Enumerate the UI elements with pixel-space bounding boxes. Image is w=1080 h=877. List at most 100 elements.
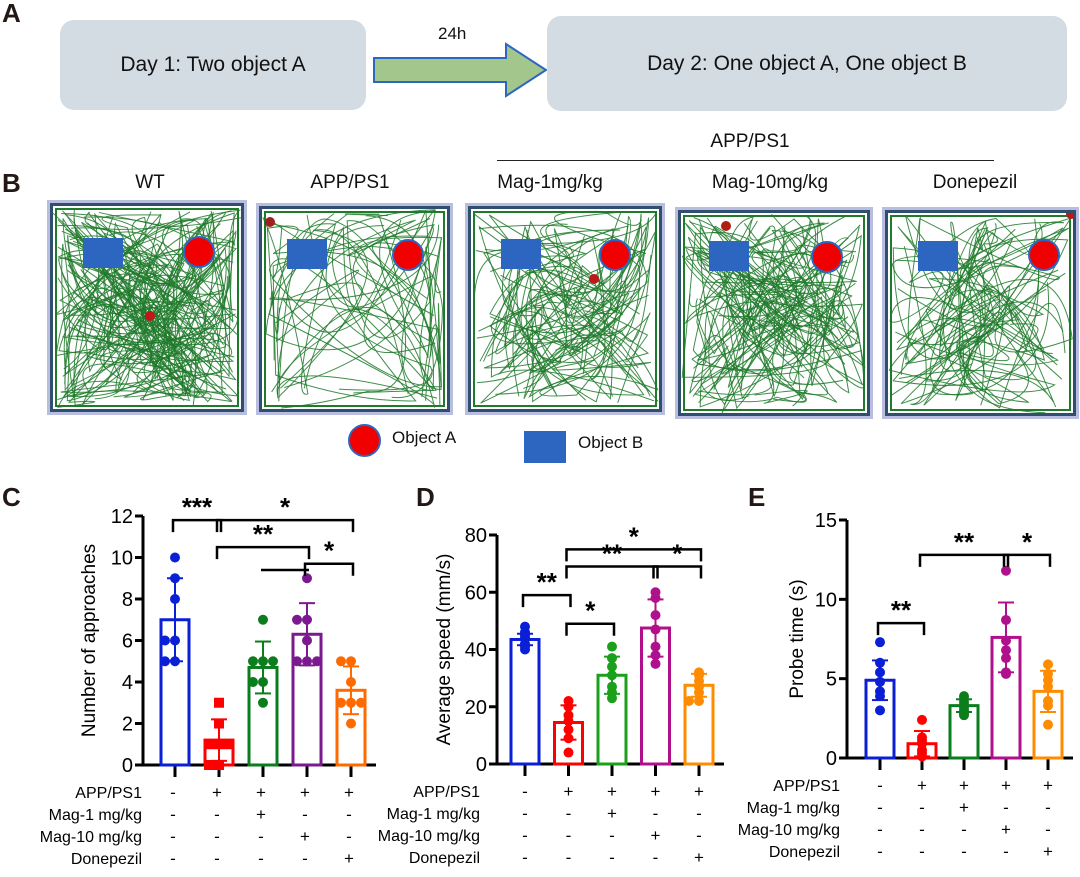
track-path <box>898 221 1055 403</box>
data-point-C-0 <box>170 656 180 667</box>
data-point-E-3 <box>1001 565 1011 576</box>
data-point-E-1 <box>917 714 927 725</box>
condition-label-C: APP/PS1 <box>75 785 142 802</box>
track-perimeter <box>264 211 445 407</box>
track-path <box>62 218 232 374</box>
panel-label-e: E <box>748 482 766 512</box>
data-point-D-3 <box>650 658 661 669</box>
day2-box: Day 2: One object A, One object B <box>547 16 1067 111</box>
data-point-E-0 <box>875 705 885 716</box>
track-path <box>900 246 1047 405</box>
track-path <box>262 217 336 395</box>
arena-mag10 <box>678 210 870 416</box>
data-point-C-0 <box>170 594 180 604</box>
significance-label-C: ** <box>253 519 274 549</box>
condition-value-D: - <box>566 826 572 845</box>
significance-label-D: * <box>585 596 596 626</box>
data-point-C-3 <box>302 635 312 646</box>
condition-value-C: - <box>214 849 220 868</box>
mouse-position-marker <box>265 217 275 227</box>
data-point-D-3 <box>650 650 661 661</box>
data-point-C-3 <box>302 614 312 625</box>
data-point-C-1 <box>204 760 214 770</box>
data-point-C-2 <box>258 677 268 687</box>
data-point-E-2 <box>959 710 969 721</box>
significance-label-E: ** <box>954 527 975 557</box>
condition-value-E: - <box>961 820 967 839</box>
condition-value-E: + <box>1001 776 1011 795</box>
data-point-C-1 <box>224 739 234 750</box>
data-point-C-2 <box>248 656 258 667</box>
condition-value-D: - <box>653 848 659 867</box>
condition-value-E: - <box>877 776 883 795</box>
data-point-C-1 <box>204 739 214 750</box>
day2-text: Day 2: One object A, One object B <box>647 51 967 75</box>
track-path <box>685 249 863 347</box>
track-path <box>903 227 983 405</box>
data-point-D-3 <box>650 592 661 603</box>
condition-value-C: + <box>300 783 310 802</box>
condition-value-E: - <box>919 798 925 817</box>
y-axis-label-E: Probe time (s) <box>787 579 808 698</box>
object-b-icon <box>918 241 958 271</box>
track-path <box>695 252 828 371</box>
condition-value-D: - <box>522 804 528 823</box>
condition-value-E: + <box>1043 776 1053 795</box>
data-point-C-4 <box>346 677 356 687</box>
y-tick-label-C: 0 <box>122 755 133 777</box>
significance-label-D: * <box>629 521 640 551</box>
data-point-C-0 <box>170 635 180 646</box>
data-point-C-4 <box>356 697 366 708</box>
data-point-D-1 <box>563 701 574 712</box>
y-tick-label-E: 10 <box>815 589 837 611</box>
track-perimeter <box>55 208 239 407</box>
condition-label-E: Mag-10 mg/kg <box>738 822 840 839</box>
condition-label-E: APP/PS1 <box>773 778 840 795</box>
condition-value-C: - <box>170 783 176 802</box>
data-point-C-3 <box>302 656 312 667</box>
track-path <box>68 216 232 330</box>
object-b-icon <box>287 239 327 269</box>
significance-bracket-C <box>171 518 223 533</box>
condition-value-C: - <box>346 805 352 824</box>
condition-value-C: - <box>346 827 352 846</box>
track-paths <box>888 214 1073 413</box>
condition-value-D: - <box>566 804 572 823</box>
data-point-C-2 <box>258 697 268 708</box>
data-point-E-3 <box>1001 635 1011 646</box>
track-perimeter <box>890 215 1071 411</box>
data-point-C-4 <box>346 656 356 667</box>
condition-value-D: - <box>522 782 528 801</box>
significance-label-C: * <box>324 536 335 566</box>
track-path <box>905 238 1069 360</box>
condition-value-C: + <box>344 849 354 868</box>
condition-value-E: - <box>877 842 883 861</box>
data-point-E-0 <box>875 676 885 687</box>
y-tick-label-D: 60 <box>465 582 487 604</box>
condition-value-D: + <box>694 782 704 801</box>
condition-value-D: - <box>696 826 702 845</box>
data-point-E-3 <box>1001 668 1011 679</box>
data-point-D-3 <box>650 641 661 652</box>
y-tick-label-C: 12 <box>111 506 133 528</box>
y-tick-label-D: 80 <box>465 525 487 547</box>
track-path <box>284 246 441 407</box>
track-path <box>112 221 225 350</box>
significance-label-C: * <box>280 492 291 522</box>
condition-value-C: - <box>302 805 308 824</box>
condition-value-C: + <box>344 783 354 802</box>
significance-label-D: ** <box>602 538 623 568</box>
data-point-C-0 <box>160 635 170 646</box>
y-tick-label-D: 0 <box>476 754 487 776</box>
arena-title-app: APP/PS1 <box>310 172 390 193</box>
track-path <box>907 227 1037 381</box>
data-point-D-4 <box>694 687 704 698</box>
track-path <box>479 254 652 362</box>
data-point-E-0 <box>875 657 885 668</box>
data-point-D-2 <box>607 653 617 664</box>
condition-label-C: Mag-10 mg/kg <box>40 829 142 846</box>
track-path <box>272 246 444 399</box>
significance-bracket-D <box>565 548 703 562</box>
significance-bracket-E <box>918 553 1010 567</box>
